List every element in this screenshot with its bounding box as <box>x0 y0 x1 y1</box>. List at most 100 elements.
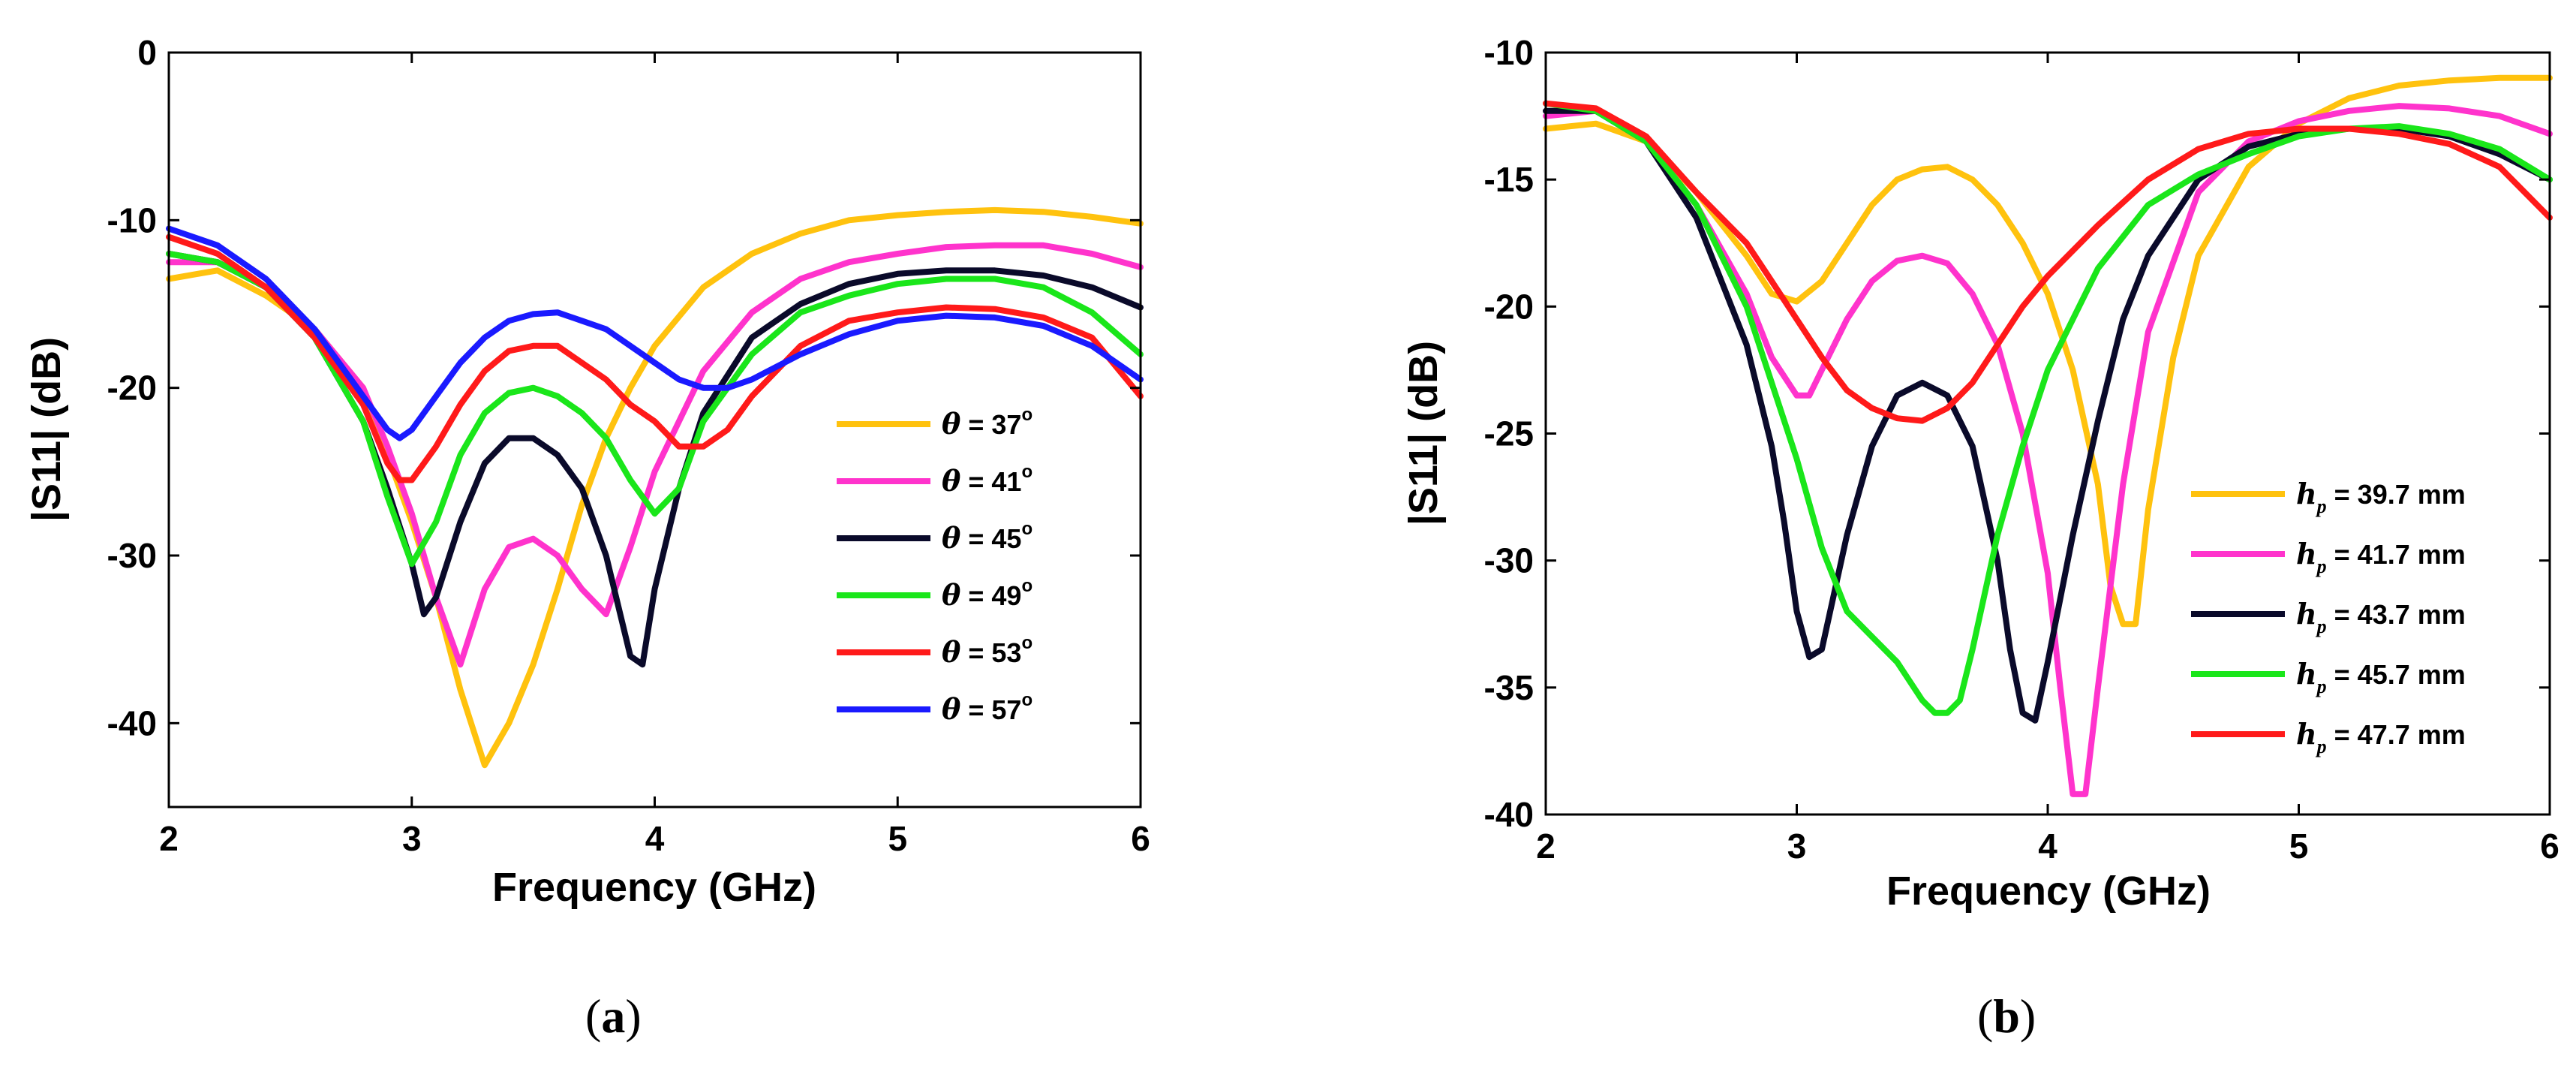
series-line-4 <box>1543 100 2553 716</box>
legend-label: θ = 53o <box>942 633 1033 669</box>
y-tick-label: -35 <box>1484 668 1534 707</box>
caption-close: ) <box>625 989 641 1043</box>
legend-value: = 41 <box>960 466 1021 497</box>
y-tick-label: -30 <box>107 536 157 575</box>
y-tick-label: -40 <box>107 703 157 742</box>
legend-symbol: θ <box>942 692 961 726</box>
legend-item-6: θ = 57o <box>837 690 1033 726</box>
legend-subscript: p <box>2316 676 2327 697</box>
x-tick-label: 2 <box>1536 827 1556 866</box>
legend-value: = 57 <box>960 694 1021 725</box>
x-tick-label: 2 <box>159 819 179 858</box>
caption-open: ( <box>585 989 601 1043</box>
legend-label: θ = 41o <box>942 462 1033 498</box>
caption-close: ) <box>2020 989 2036 1043</box>
panel-a: 2 3 4 5 6 0 -10 -20 -30 -40 Frequency (GHz) |S11| (… <box>24 33 1150 1043</box>
x-axis-label: Frequency (GHz) <box>1886 869 2211 914</box>
legend-value: = 53 <box>960 637 1021 668</box>
legend-symbol: θ <box>942 578 961 612</box>
x-tick-label: 5 <box>2289 827 2309 866</box>
legend-item-1: hp = 39.7 mm <box>2191 477 2466 517</box>
legend-symbol: θ <box>942 635 961 669</box>
caption-letter: a <box>601 989 625 1043</box>
legend-symbol: h <box>2296 717 2317 751</box>
legend-item-3: hp = 43.7 mm <box>2191 597 2466 637</box>
x-tick-label: 5 <box>888 819 907 858</box>
legend-value: = 47.7 mm <box>2327 719 2466 750</box>
y-axis-label: |S11| (dB) <box>1401 341 1447 525</box>
panel-b: 2 3 4 5 6 -10 -15 -20 -25 -30 -35 -40 Frequency (GHz… <box>1401 33 2559 1043</box>
legend-item-1: θ = 37o <box>837 405 1033 441</box>
legend-label: θ = 57o <box>942 690 1033 726</box>
legend-superscript: o <box>1021 405 1033 425</box>
legend-item-3: θ = 45o <box>837 519 1033 555</box>
y-tick-label: -20 <box>1484 287 1534 326</box>
series-line-5 <box>166 233 1144 483</box>
y-tick-label: -40 <box>1484 795 1534 834</box>
plot-area <box>169 53 1141 807</box>
y-tick-label: -15 <box>1484 160 1534 199</box>
legend-value: = 45.7 mm <box>2327 659 2466 690</box>
legend-item-4: θ = 49o <box>837 576 1033 612</box>
plot-area <box>1546 53 2550 815</box>
legend-label: θ = 37o <box>942 405 1033 441</box>
x-tick-label: 4 <box>2038 827 2057 866</box>
x-tick-label: 3 <box>1787 827 1807 866</box>
legend-subscript: p <box>2316 495 2327 517</box>
legend-symbol: h <box>2296 537 2317 571</box>
legend-label: hp = 43.7 mm <box>2296 597 2466 637</box>
legend-symbol: θ <box>942 464 961 498</box>
legend-item-4: hp = 45.7 mm <box>2191 657 2466 697</box>
x-axis-label: Frequency (GHz) <box>492 865 816 910</box>
x-tick-label: 6 <box>2540 827 2559 866</box>
legend-subscript: p <box>2316 736 2327 757</box>
caption-open: ( <box>1977 989 1993 1043</box>
legend-item-5: θ = 53o <box>837 633 1033 669</box>
series-group <box>1543 74 2553 797</box>
legend-item-5: hp = 47.7 mm <box>2191 717 2466 757</box>
legend-subscript: p <box>2316 556 2327 577</box>
legend-superscript: o <box>1021 519 1033 539</box>
legend-symbol: h <box>2296 597 2317 631</box>
legend-symbol: h <box>2296 657 2317 691</box>
series-line-4 <box>166 251 1144 568</box>
legend-value: = 49 <box>960 580 1021 611</box>
legend-value: = 43.7 mm <box>2327 599 2466 630</box>
y-tick-label: 0 <box>137 33 157 72</box>
y-tick-label: -20 <box>107 369 157 408</box>
series-group <box>166 206 1144 769</box>
legend-value: = 39.7 mm <box>2327 479 2466 510</box>
series-line-3 <box>1543 107 2553 724</box>
y-tick-label: -10 <box>1484 33 1534 72</box>
series-line-6 <box>166 225 1144 441</box>
x-tick-label: 4 <box>645 819 665 858</box>
panel-caption: (a) <box>585 989 642 1043</box>
legend-superscript: o <box>1021 690 1033 710</box>
x-tick-label: 6 <box>1131 819 1150 858</box>
legend-symbol: θ <box>942 407 961 441</box>
caption-letter: b <box>1993 989 2020 1043</box>
y-tick-label: -10 <box>107 200 157 239</box>
legend-label: hp = 41.7 mm <box>2296 537 2466 577</box>
series-line-2 <box>1543 103 2553 797</box>
legend-superscript: o <box>1021 633 1033 653</box>
legend-label: hp = 39.7 mm <box>2296 477 2466 517</box>
legend-symbol: θ <box>942 521 961 555</box>
y-axis-label: |S11| (dB) <box>24 337 70 522</box>
legend-item-2: hp = 41.7 mm <box>2191 537 2466 577</box>
y-tick-label: -25 <box>1484 414 1534 453</box>
legend-label: hp = 47.7 mm <box>2296 717 2466 757</box>
legend-superscript: o <box>1021 462 1033 482</box>
legend-superscript: o <box>1021 576 1033 596</box>
series-line-5 <box>1543 100 2553 424</box>
legend-value: = 37 <box>960 409 1021 440</box>
legend-label: θ = 45o <box>942 519 1033 555</box>
x-tick-label: 3 <box>402 819 422 858</box>
y-tick-label: -30 <box>1484 541 1534 580</box>
legend-label: hp = 45.7 mm <box>2296 657 2466 697</box>
panel-caption: (b) <box>1977 989 2036 1043</box>
legend-item-2: θ = 41o <box>837 462 1033 498</box>
